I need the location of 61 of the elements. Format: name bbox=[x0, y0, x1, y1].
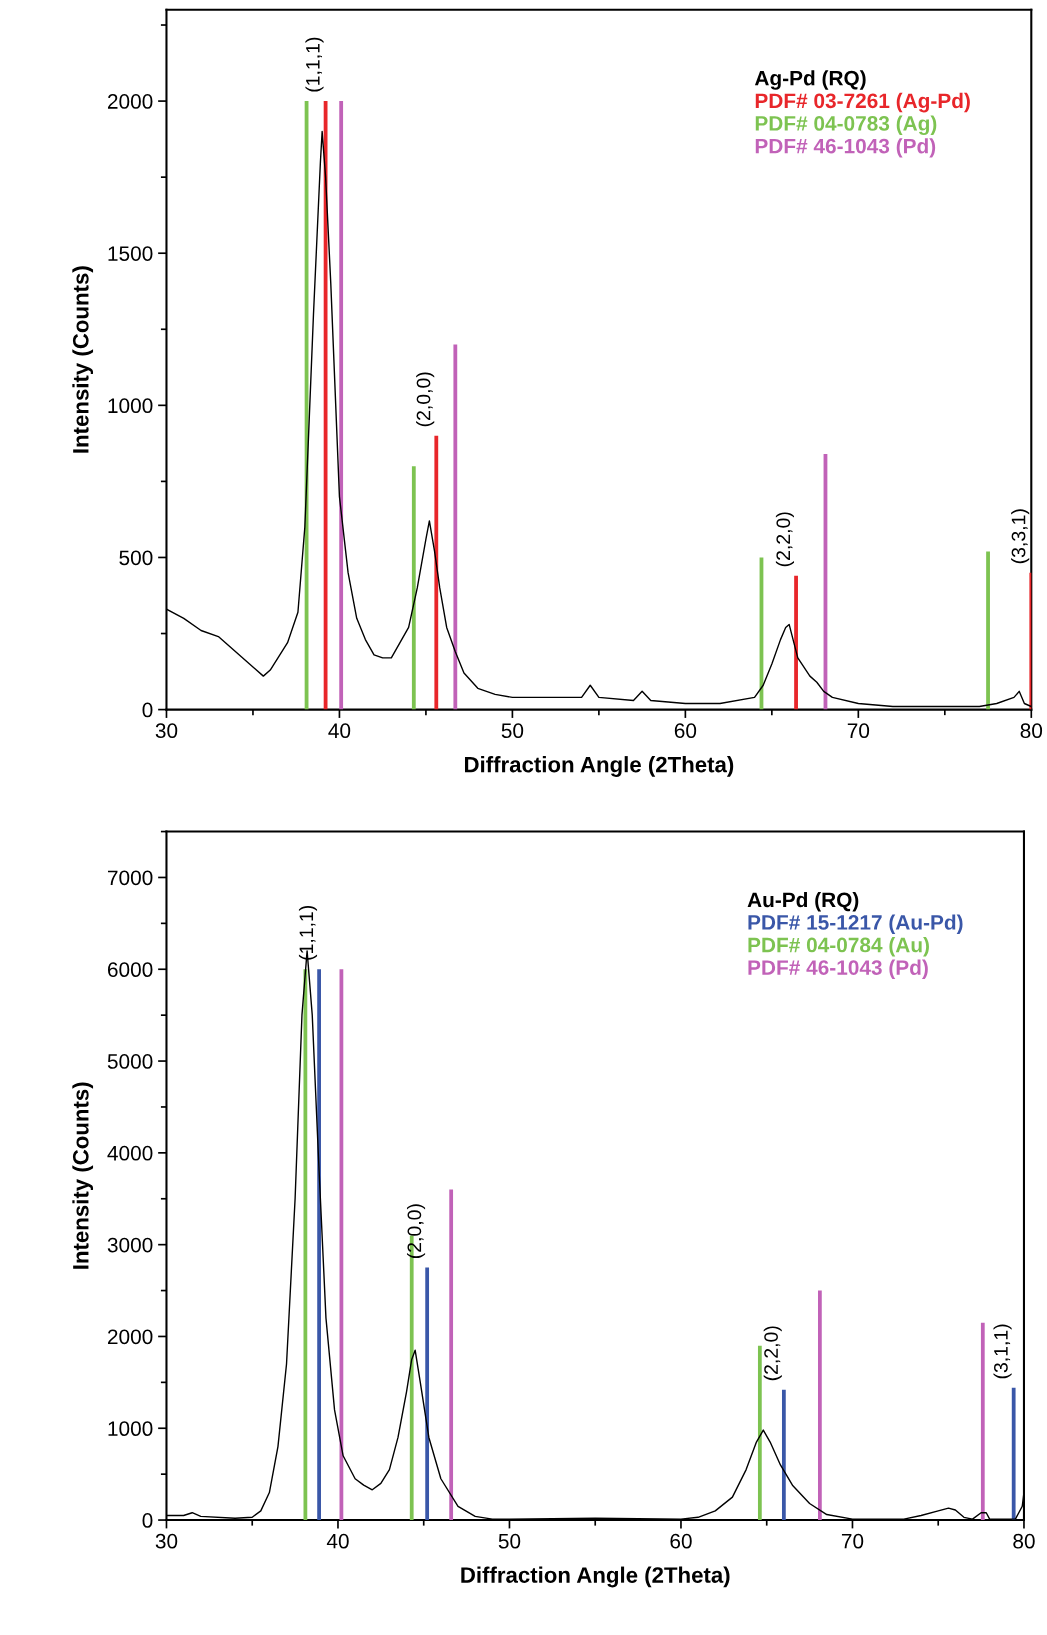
x-axis-title: Diffraction Angle (2Theta) bbox=[464, 756, 734, 777]
y-tick-label: 1000 bbox=[108, 398, 153, 414]
y-tick-label: 6000 bbox=[108, 962, 153, 978]
bar bbox=[1011, 1387, 1016, 1521]
text: PDF# 46-1043 (Pd) bbox=[748, 959, 928, 980]
x-tick-label: 40 bbox=[326, 1533, 349, 1549]
bar bbox=[1029, 572, 1032, 710]
x-tick-label: 30 bbox=[155, 1533, 178, 1549]
bar bbox=[757, 1345, 762, 1521]
x-tick-label: 50 bbox=[498, 1533, 521, 1549]
annotation: (2,2,0) bbox=[775, 512, 795, 567]
text: PDF# 04-0783 (Ag) bbox=[755, 115, 937, 136]
y-tick-label: 2000 bbox=[107, 94, 153, 109]
y-axis-title: Intensity (Counts) bbox=[72, 266, 94, 453]
annotation: (2,0,0) bbox=[416, 372, 435, 427]
bar bbox=[453, 344, 458, 710]
y-tick-label: 1500 bbox=[108, 246, 153, 261]
x-axis-title: Diffraction Angle (2Theta) bbox=[461, 1566, 730, 1588]
y-tick-label: 0 bbox=[142, 702, 153, 718]
text: PDF# 04-0784 (Au) bbox=[748, 937, 929, 957]
bar bbox=[323, 101, 328, 710]
annotation: (1,1,1) bbox=[298, 905, 318, 960]
y-tick-label: 3000 bbox=[107, 1237, 153, 1253]
annotation: (2,2,0) bbox=[763, 1326, 782, 1381]
bar bbox=[339, 101, 344, 710]
y-tick-label: 1000 bbox=[108, 1421, 153, 1437]
x-tick-label: 80 bbox=[1013, 1533, 1035, 1549]
y-axis-title: Intensity (Counts) bbox=[72, 1082, 94, 1269]
x-tick-label: 40 bbox=[328, 723, 351, 739]
bar bbox=[980, 1322, 985, 1521]
annotation: (2,0,0) bbox=[406, 1204, 426, 1259]
text: PDF# 15-1217 (Au-Pd) bbox=[748, 914, 963, 934]
bar bbox=[986, 551, 990, 710]
y-tick-label: 4000 bbox=[107, 1145, 153, 1161]
annotation: (3,3,1) bbox=[1011, 509, 1030, 564]
text: Au-Pd (RQ) bbox=[747, 891, 859, 912]
y-tick-label: 500 bbox=[119, 550, 153, 566]
bar bbox=[411, 466, 416, 710]
bar bbox=[425, 1267, 430, 1521]
x-tick-label: 50 bbox=[501, 723, 524, 739]
bar bbox=[781, 1389, 786, 1521]
x-tick-label: 60 bbox=[670, 1533, 692, 1549]
text: Ag-Pd (RQ) bbox=[754, 70, 866, 90]
x-tick-label: 30 bbox=[155, 723, 178, 739]
x-tick-label: 60 bbox=[674, 723, 697, 739]
annotation: (1,1,1) bbox=[305, 37, 324, 92]
x-tick-label: 70 bbox=[847, 723, 870, 739]
bar bbox=[434, 435, 439, 710]
bar bbox=[317, 969, 321, 1521]
y-tick-label: 5000 bbox=[107, 1054, 153, 1069]
y-tick-label: 0 bbox=[142, 1513, 153, 1528]
annotation: (3,1,1) bbox=[993, 1324, 1012, 1379]
y-tick-label: 2000 bbox=[107, 1329, 153, 1345]
bar bbox=[449, 1189, 454, 1521]
text: PDF# 03-7261 (Ag-Pd) bbox=[755, 92, 970, 113]
y-tick-label: 7000 bbox=[108, 870, 153, 886]
bar bbox=[794, 575, 798, 710]
text: PDF# 46-1043 (Pd) bbox=[755, 138, 936, 158]
x-tick-label: 80 bbox=[1020, 723, 1043, 739]
x-tick-label: 70 bbox=[841, 1533, 864, 1549]
bar bbox=[818, 1290, 822, 1521]
